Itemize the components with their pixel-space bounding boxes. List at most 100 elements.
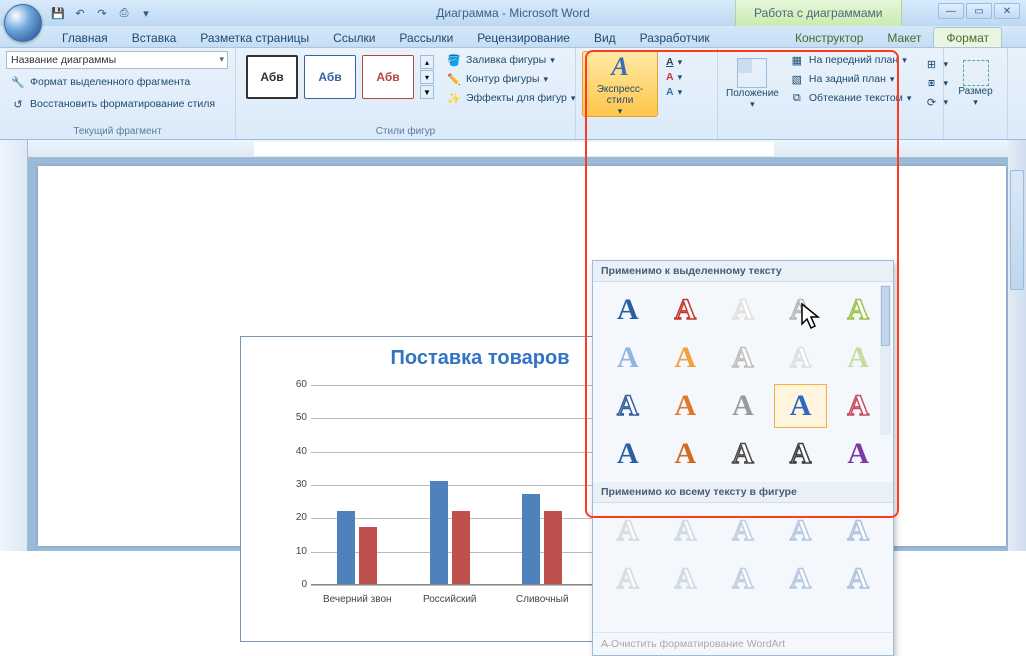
wordart-preview-icon: A [675,391,697,421]
tab-format[interactable]: Формат [933,27,1002,47]
wordart-style-option[interactable]: A [774,336,828,380]
close-button[interactable]: ✕ [994,3,1020,19]
tab-insert[interactable]: Вставка [120,28,189,47]
shape-outline-button[interactable]: ✏️Контур фигуры ▾ [442,70,579,88]
shape-style-2[interactable]: Абв [304,55,356,99]
tab-review[interactable]: Рецензирование [465,28,582,47]
text-fill-button[interactable]: A▾ [662,55,686,69]
print-icon[interactable]: ⎙ [116,5,132,21]
text-effects-button[interactable]: A▾ [662,85,686,99]
wordart-style-option[interactable]: A [774,557,828,601]
wordart-style-option[interactable]: A [601,336,655,380]
wordart-style-option[interactable]: A [716,432,770,476]
wordart-style-option[interactable]: A [831,288,885,332]
send-back-button[interactable]: ▧На задний план▾ [785,70,916,88]
gallery-scroll-thumb[interactable] [881,286,890,346]
chart-bar[interactable] [430,481,448,584]
save-icon[interactable]: 💾 [50,5,66,21]
tab-view[interactable]: Вид [582,28,628,47]
gallery-scrollbar[interactable] [880,285,891,435]
minimize-button[interactable]: — [938,3,964,19]
wordart-style-option[interactable]: A [659,432,713,476]
wordart-style-option[interactable]: A [659,509,713,553]
tab-references[interactable]: Ссылки [321,28,387,47]
shape-effects-label: Эффекты для фигур [466,92,567,104]
tab-layout[interactable]: Макет [875,28,933,47]
wordart-preview-icon: A [675,295,697,325]
y-tick-label: 10 [279,546,307,557]
wordart-preview-icon: A [790,391,812,421]
scrollbar-thumb[interactable] [1010,170,1024,290]
wordart-style-option[interactable]: A [659,336,713,380]
clear-icon: A̶ [601,638,611,650]
wordart-style-option[interactable]: A [831,432,885,476]
qat-more-icon[interactable]: ▾ [138,5,154,21]
wordart-preview-icon: A [790,516,812,546]
chart-bar[interactable] [522,494,540,584]
wordart-style-option[interactable]: A [659,384,713,428]
gallery-up-icon[interactable]: ▴ [420,55,434,69]
wordart-preview-icon: A [675,564,697,594]
wordart-style-option[interactable]: A [601,384,655,428]
wordart-style-option[interactable]: A [716,288,770,332]
shape-style-gallery[interactable]: Абв Абв Абв ▴ ▾ ▼ [242,51,438,103]
selection-dropdown[interactable]: Название диаграммы [6,51,228,69]
wordart-preview-icon: A [617,343,639,373]
text-wrap-button[interactable]: ⧉Обтекание текстом▾ [785,89,916,107]
chart-bar[interactable] [452,511,470,584]
wordart-preview-icon: A [732,295,754,325]
wordart-style-option[interactable]: A [601,557,655,601]
tab-design[interactable]: Конструктор [783,28,875,47]
wordart-style-option[interactable]: A [831,384,885,428]
gallery-more-icon[interactable]: ▼ [420,85,434,99]
wordart-style-option[interactable]: A [716,557,770,601]
maximize-button[interactable]: ▭ [966,3,992,19]
group-label [582,124,711,137]
size-button[interactable]: Размер▾ [950,51,1001,117]
wordart-style-option[interactable]: A [774,432,828,476]
wordart-style-option[interactable]: A [716,384,770,428]
tab-developer[interactable]: Разработчик [628,28,722,47]
redo-icon[interactable]: ↷ [94,5,110,21]
text-outline-button[interactable]: A▾ [662,70,686,84]
wordart-style-option[interactable]: A [774,288,828,332]
gallery-clear-button[interactable]: A̶ Очистить форматирование WordArt [593,632,893,655]
shape-style-1[interactable]: Абв [246,55,298,99]
ribbon: Название диаграммы 🔧Формат выделенного ф… [0,48,1026,140]
wordart-style-option[interactable]: A [831,336,885,380]
bring-front-button[interactable]: ▦На передний план▾ [785,51,916,69]
gallery-down-icon[interactable]: ▾ [420,70,434,84]
wordart-preview-icon: A [847,295,869,325]
format-selection-button[interactable]: 🔧Формат выделенного фрагмента [6,73,194,91]
wordart-quickstyles-button[interactable]: A Экспресс-стили ▾ [582,51,658,117]
office-button[interactable] [4,4,42,42]
tab-mailings[interactable]: Рассылки [387,28,465,47]
shape-fill-button[interactable]: 🪣Заливка фигуры ▾ [442,51,579,69]
tab-home[interactable]: Главная [50,28,120,47]
shape-effects-button[interactable]: ✨Эффекты для фигур ▾ [442,89,579,107]
wordart-preview-icon: A [847,391,869,421]
wordart-preview-icon: A [732,343,754,373]
wordart-style-option[interactable]: A [659,288,713,332]
shape-style-3[interactable]: Абв [362,55,414,99]
wordart-style-option[interactable]: A [716,336,770,380]
undo-icon[interactable]: ↶ [72,5,88,21]
chart-bar[interactable] [337,511,355,584]
wordart-style-option[interactable]: A [601,432,655,476]
chart-bar[interactable] [359,527,377,584]
gallery-grid-all-text: AAAAAAAAAA [593,503,893,607]
wordart-style-option[interactable]: A [831,509,885,553]
position-button[interactable]: Положение▾ [724,51,781,117]
wordart-style-option[interactable]: A [659,557,713,601]
wordart-style-option[interactable]: A [601,509,655,553]
chart-bar[interactable] [544,511,562,584]
reset-style-button[interactable]: ↺Восстановить форматирование стиля [6,95,219,113]
wordart-style-option[interactable]: A [601,288,655,332]
wordart-style-option[interactable]: A [774,384,828,428]
tab-pagelayout[interactable]: Разметка страницы [188,28,321,47]
shape-outline-label: Контур фигуры [466,73,539,85]
wordart-style-option[interactable]: A [774,509,828,553]
vertical-scrollbar[interactable] [1008,140,1026,551]
wordart-style-option[interactable]: A [831,557,885,601]
wordart-style-option[interactable]: A [716,509,770,553]
